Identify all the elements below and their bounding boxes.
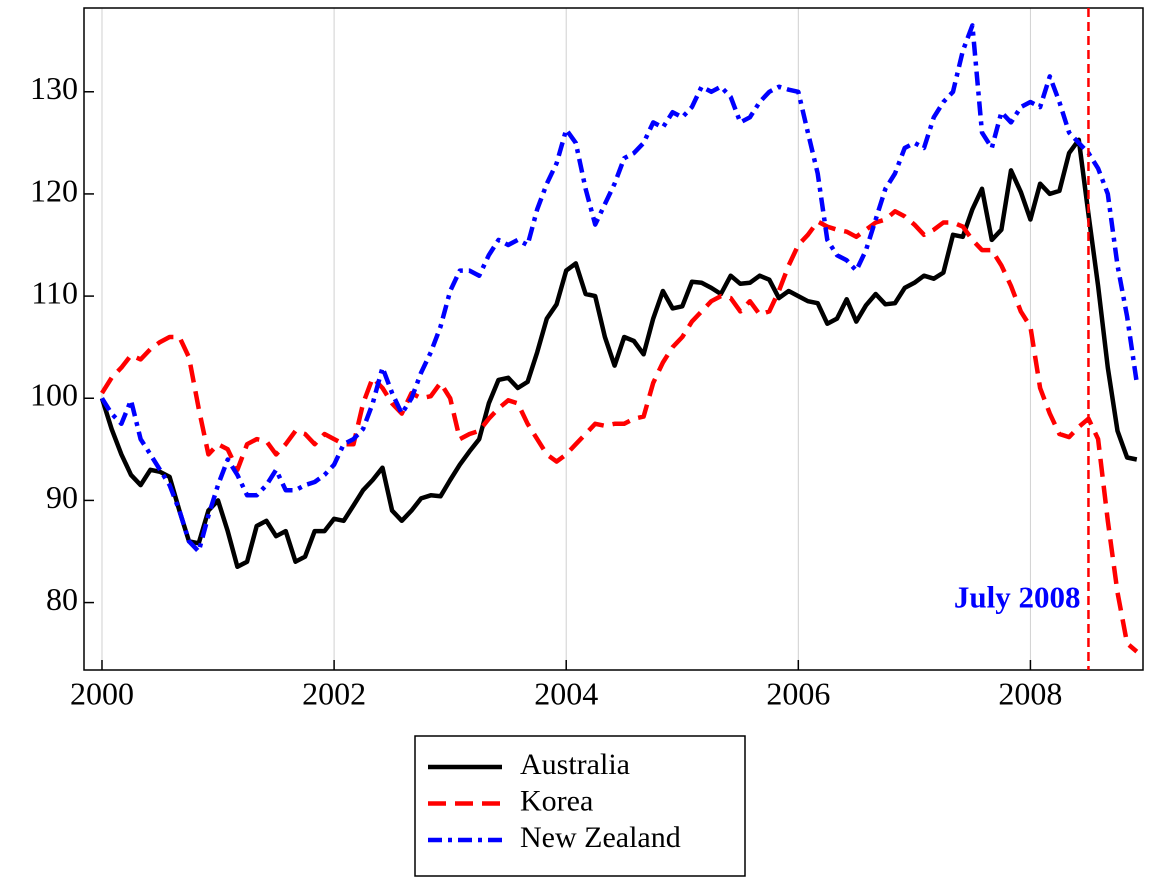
y-tick-label: 130 — [30, 70, 78, 106]
legend-label: Korea — [520, 784, 593, 817]
y-tick-label: 90 — [46, 479, 78, 515]
legend-box — [414, 735, 746, 877]
series-line — [100, 23, 1140, 554]
series-line — [99, 137, 1138, 570]
plot-frame — [83, 7, 1144, 671]
x-tick-label: 2006 — [766, 675, 830, 711]
legend-label: Australia — [520, 748, 630, 781]
y-tick-label: 120 — [30, 172, 78, 208]
x-tick-label: 2000 — [70, 675, 134, 711]
annotation-label: July 2008 — [954, 580, 1081, 615]
x-tick-label: 2008 — [998, 675, 1062, 711]
x-tick-label: 2004 — [534, 675, 598, 711]
y-tick-label: 80 — [46, 581, 78, 617]
x-tick-label: 2002 — [302, 675, 366, 711]
y-tick-label: 100 — [30, 377, 78, 413]
series-line — [100, 209, 1139, 654]
legend-label: New Zealand — [520, 821, 681, 854]
y-tick-label: 110 — [31, 274, 78, 310]
